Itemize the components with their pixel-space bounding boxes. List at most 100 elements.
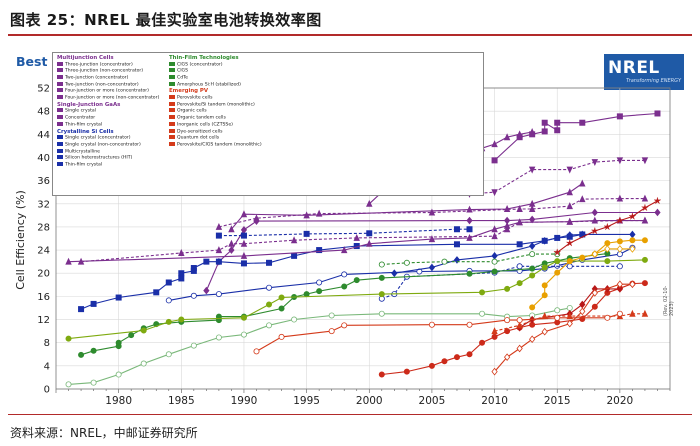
data-point [641,256,648,263]
data-point [428,208,436,216]
data-point [504,285,511,292]
legend-item: Four-junction or more (concentrator) [57,88,159,95]
x-tick-label: 2015 [544,395,571,407]
y-tick-label: 4 [44,361,50,372]
data-point [215,291,222,298]
data-point [378,274,385,281]
data-point [165,318,172,325]
data-point [78,351,85,358]
data-point [616,245,623,253]
y-tick-label: 48 [37,107,50,118]
data-point [303,230,310,237]
data-point [491,268,498,275]
legend-item: Thin-film crystal [57,121,159,129]
legend-label: Inorganic cells (CZTSSe) [177,122,233,128]
legend-label: Three-junction (non-concentrator) [65,68,144,74]
data-point [554,258,561,265]
data-point [240,210,248,218]
data-point [541,236,548,245]
legend-multi-list: Three-junction (concentrator) Three-junct… [57,61,159,102]
y-tick-label: 36 [37,176,50,187]
data-point [516,130,523,138]
legend-gaas-list: Single crystal Concentrator Thin-film crys… [57,108,159,128]
data-point [266,259,273,266]
logo-tagline: Transforming ENERGY [626,78,682,84]
legend-head-multi: Multijunction Cells [57,55,114,61]
legend-swatch [57,148,63,153]
legend-label: Organic tandem cells [177,115,226,121]
data-point [629,280,636,289]
data-point [190,292,197,299]
data-point [629,237,636,244]
legend-item: Two-junction (non-concentrator) [57,81,159,89]
data-point [65,381,72,388]
data-point [228,225,235,233]
data-point [441,258,448,265]
data-point [554,314,561,321]
data-point [466,270,473,277]
data-point [278,305,285,312]
data-point [554,119,561,126]
x-tick-label: 1990 [231,395,258,407]
legend-swatch [57,135,63,140]
data-point [566,304,573,311]
data-point [491,232,498,240]
data-point [579,179,586,187]
series-line [494,112,658,161]
source-note: 资料来源：NREL，中邮证券研究所 [10,426,198,440]
data-point [65,257,72,265]
data-point [240,260,247,267]
data-point [629,309,636,317]
legend-head-thin: Thin-Film Technologies [169,55,239,61]
data-point [491,189,498,197]
legend-label: Three-junction (concentrator) [65,62,133,68]
series-amorphous-si-h-stabilized- [65,304,573,388]
revision-stamp: (Rev. 02-10-2023) [663,285,675,316]
logo-text: NREL [608,58,660,78]
data-point [491,333,498,340]
data-point [641,237,648,244]
legend-label: Single crystal (non-concentrator) [65,142,141,148]
data-point [266,284,273,291]
data-point [90,300,97,307]
data-point [215,334,222,341]
data-point [378,261,385,268]
data-point [616,310,623,317]
data-point [579,307,586,316]
legend-label: Silicon heterostructures (HIT) [65,155,133,161]
series-single-crystal-non-concentrator- [78,231,586,313]
legend-swatch [169,141,175,146]
legend-item: Multicrystalline [57,148,159,156]
series-line [494,283,633,372]
data-point [278,294,285,301]
data-point [466,226,473,233]
data-point [353,277,360,284]
data-point [290,236,298,244]
legend-swatch [57,61,63,66]
legend-swatch [57,88,63,93]
data-point [291,252,298,259]
data-point [541,312,548,320]
data-point [391,269,398,278]
legend-emerging-list: Perovskite cells Perovskite/Si tandem (mo… [169,95,262,149]
data-point [541,128,548,135]
data-point [165,351,172,358]
series-line [230,183,583,230]
legend-label: Amorphous Si:H (stabilized) [177,82,241,88]
series-cigs-concentrator- [378,251,561,268]
legend-item: CIGS (concentrator) [169,61,262,69]
legend-label: Perovskite/CIGS tandem (monolithic) [177,142,262,148]
legend-item: Dye-sensitized cells [169,128,262,136]
legend-label: Quantum dot cells [177,135,220,141]
data-point [654,110,661,117]
legend-swatch [169,115,175,120]
legend-item: Single crystal (non-concentrator) [57,141,159,149]
legend-item: Amorphous Si:H (stabilized) [169,81,262,89]
data-point [466,351,473,358]
data-point [516,241,523,248]
data-point [215,222,223,230]
data-point [328,312,335,319]
data-point [65,335,72,342]
data-point [579,119,586,126]
data-point [428,362,435,369]
